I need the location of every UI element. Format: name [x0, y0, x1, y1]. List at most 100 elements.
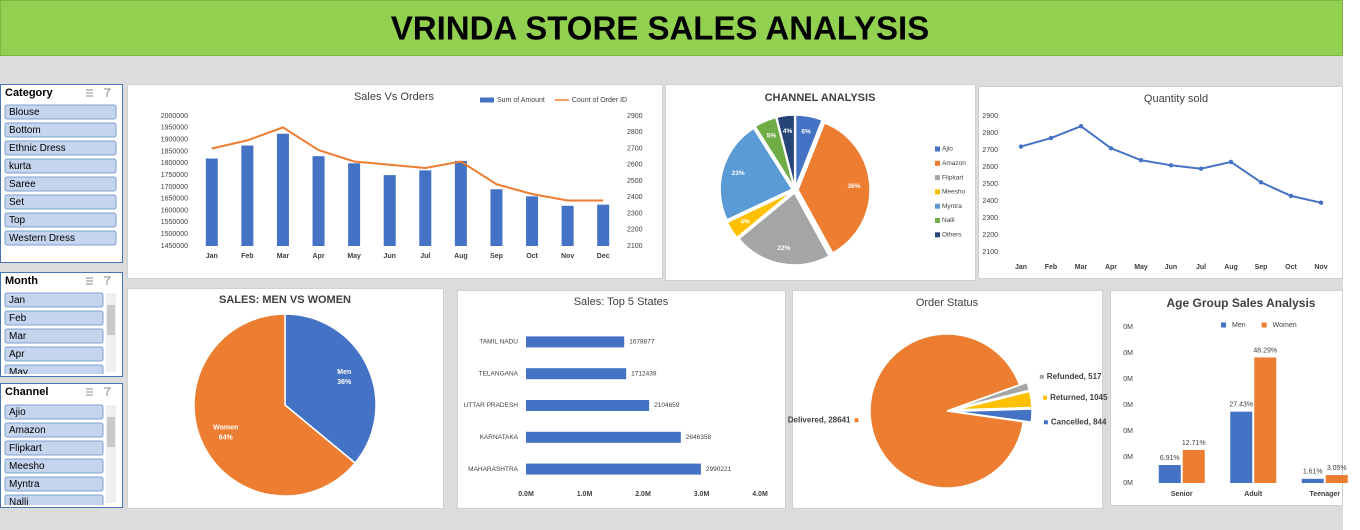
slicer-item-label[interactable]: Nalli: [9, 497, 28, 508]
slicer-item-label[interactable]: Apr: [9, 349, 25, 360]
y-tick-label: 2900: [982, 113, 998, 120]
y2-tick-label: 2600: [627, 162, 643, 169]
line-marker: [1168, 163, 1174, 168]
slicer-item-label[interactable]: Set: [9, 197, 24, 208]
x-tick-label: Senior: [1171, 491, 1193, 498]
slicer-scroll-thumb[interactable]: [107, 305, 115, 335]
slicer-item[interactable]: [4, 212, 117, 228]
y2-tick-label: 2500: [627, 178, 643, 185]
pie-slice: [954, 381, 1031, 410]
slicer-item-label[interactable]: Ethnic Dress: [9, 143, 66, 154]
slicer-item-label[interactable]: Ajio: [9, 407, 26, 418]
slicer-item-label[interactable]: Blouse: [9, 107, 40, 118]
data-label: 64%: [219, 435, 234, 442]
slicer-item-label[interactable]: Flipkart: [9, 443, 42, 454]
slicer-item[interactable]: [4, 194, 117, 210]
pie-slice: [284, 313, 377, 465]
slicer-item-label[interactable]: Myntra: [9, 479, 40, 490]
line: [211, 126, 604, 202]
pie-slice: [193, 313, 357, 497]
slicer-item-label[interactable]: Meesho: [9, 461, 45, 472]
chart-title: Order Status: [916, 297, 979, 309]
legend-swatch: [935, 175, 940, 181]
line-marker: [1078, 124, 1084, 129]
x-tick-label: Jul: [420, 253, 430, 260]
slicer-item-label[interactable]: Feb: [9, 313, 27, 324]
slicer-item[interactable]: [4, 458, 104, 474]
slicer-item[interactable]: [4, 328, 104, 344]
slicer-item[interactable]: [4, 158, 117, 174]
slicer-scroll-thumb[interactable]: [107, 417, 115, 447]
x-tick-label: Apr: [313, 253, 325, 260]
slicer-scrollbar[interactable]: [106, 405, 116, 503]
bar: [526, 336, 625, 348]
slicer-item-label[interactable]: Jan: [9, 295, 25, 306]
legend-swatch: [935, 160, 940, 166]
legend-label: Others: [942, 232, 962, 239]
slicer-item-label[interactable]: Mar: [9, 331, 27, 342]
data-label: 4%: [783, 128, 793, 135]
slicer-item-label[interactable]: Top: [9, 215, 26, 226]
slicer-icon[interactable]: [86, 387, 111, 396]
slicer-item[interactable]: [4, 494, 104, 509]
slicer-item[interactable]: [4, 422, 104, 438]
legend-label: Women: [1273, 322, 1297, 329]
slicer-item[interactable]: [4, 292, 104, 308]
bar: [526, 463, 701, 475]
y-tick-label: 2500: [982, 181, 998, 188]
slicer-item[interactable]: [4, 122, 117, 138]
x-tick-label: Feb: [241, 253, 253, 260]
y2-tick-label: 2700: [627, 145, 643, 152]
x-tick-label: Adult: [1244, 491, 1263, 498]
y-tick-label: 1700000: [161, 184, 188, 191]
chart-title: Sales: Top 5 States: [574, 296, 669, 308]
slicer-item[interactable]: [4, 310, 104, 326]
pie-slice: [869, 333, 1025, 489]
y2-tick-label: 2300: [627, 210, 643, 217]
legend-swatch: [935, 146, 940, 152]
x-tick-label: Dec: [597, 253, 610, 260]
pie-slice: [797, 121, 871, 254]
data-label: 23%: [732, 170, 745, 177]
y-tick-label: 1900000: [161, 136, 188, 143]
y2-tick-label: 2400: [627, 194, 643, 201]
chart-panel: [457, 290, 786, 509]
line-marker: [1228, 159, 1234, 165]
bar: [1158, 465, 1181, 483]
y-tick-label: 2700: [982, 147, 998, 154]
legend-swatch: [480, 97, 494, 103]
slicer-item[interactable]: [4, 104, 117, 120]
slicer-icon[interactable]: [86, 276, 111, 285]
bar: [348, 163, 361, 246]
data-label: 36%: [337, 379, 352, 386]
slicer-item[interactable]: [4, 440, 104, 456]
x-tick-label: Mar: [277, 253, 290, 260]
y2-tick-label: 2800: [627, 129, 643, 136]
slicer-item[interactable]: [4, 140, 117, 156]
x-tick-label: Apr: [1105, 264, 1117, 271]
slicer-item-label[interactable]: kurta: [9, 161, 32, 172]
bar: [419, 170, 432, 246]
y-tick-label: 2800: [982, 130, 998, 137]
data-label: Delivered, 28641: [788, 415, 851, 424]
slicer-item[interactable]: [4, 346, 104, 362]
y-tick-label: 0M: [1123, 324, 1133, 331]
slicer-item[interactable]: [4, 476, 104, 492]
slicer-item[interactable]: [4, 230, 117, 246]
slicer-item-label[interactable]: Saree: [9, 179, 36, 190]
slicer-item[interactable]: [4, 364, 104, 379]
slicer-item-label[interactable]: Bottom: [9, 125, 41, 136]
bar: [312, 156, 325, 246]
bar: [205, 158, 218, 246]
y-tick-label: 1650000: [161, 196, 188, 203]
pie-slice: [726, 190, 793, 239]
bar: [597, 204, 610, 246]
slicer-icon[interactable]: [86, 88, 111, 97]
slicer-item-label[interactable]: May: [9, 367, 28, 378]
slicer-item-label[interactable]: Amazon: [9, 425, 46, 436]
slicer-item[interactable]: [4, 176, 117, 192]
line-marker: [1318, 200, 1324, 205]
pie-slice: [775, 114, 796, 188]
slicer-item-label[interactable]: Western Dress: [9, 233, 75, 244]
slicer-item[interactable]: [4, 404, 104, 420]
